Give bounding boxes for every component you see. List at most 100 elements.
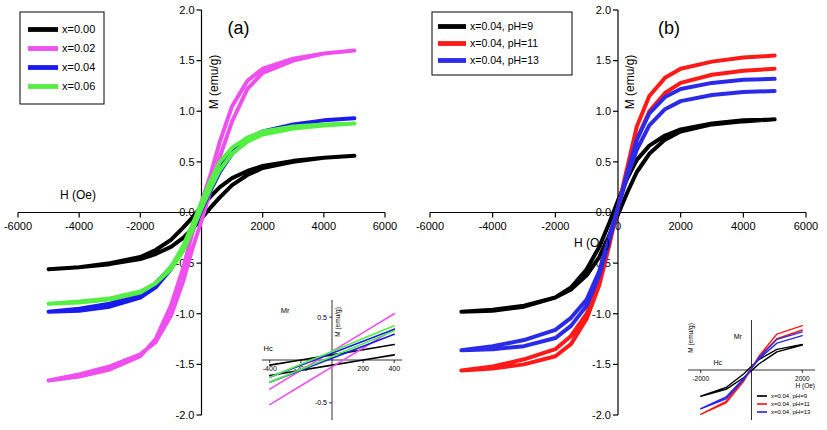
legend-swatch	[757, 395, 767, 397]
y-axis-label: M (emu/g)	[687, 323, 695, 353]
x-tick-label: 2000	[795, 375, 810, 382]
chart-panel: -6000-4000-200002000400060002.01.51.00.5…	[416, 4, 818, 421]
y-axis-label: M (emu/g)	[334, 307, 342, 337]
x-tick-label: 400	[388, 365, 400, 372]
figure: -6000 -4000 -2000 2000 4000 6000 2.0 1.5 1.0 0.5 0…	[0, 0, 827, 430]
x-tick	[700, 370, 701, 373]
y-tick-label: 1.5	[179, 54, 194, 66]
legend-swatch	[28, 84, 58, 89]
legend-label: x=0.06	[62, 80, 95, 92]
y-tick	[197, 60, 202, 61]
x-tick	[492, 213, 493, 218]
y-tick-label: 0.5	[596, 156, 611, 168]
y-tick-label: -1.0	[176, 308, 195, 320]
y-tick-label: 0.5	[317, 314, 327, 321]
x-tick	[743, 213, 744, 218]
chart-panel: -20002000H (Oe)M (emu/g)MrHcx=0.04, pH=9…	[687, 320, 815, 420]
legend-swatch	[28, 27, 58, 32]
legend: x=0.04, pH=9x=0.04, pH=11x=0.04, pH=13	[757, 393, 811, 415]
series-group	[270, 314, 394, 405]
y-tick-label: 2.0	[596, 4, 611, 16]
annotation: Hc	[713, 359, 722, 366]
annotation: Mr	[734, 333, 743, 340]
y-tick-label: -0.5	[315, 399, 327, 406]
legend-label: x=0.02	[62, 42, 95, 54]
hysteresis-loop	[49, 123, 355, 303]
x-tick-label: 2000	[250, 220, 274, 232]
y-tick-label: -2.0	[592, 409, 611, 421]
y-tick	[329, 402, 332, 403]
x-tick-label: 4000	[312, 220, 336, 232]
y-tick-label: -2.0	[176, 409, 195, 421]
y-tick-label: 0.5	[179, 156, 194, 168]
chart-panel: -6000-4000-20002000400060002.01.51.00.50…	[4, 4, 397, 421]
x-tick	[802, 370, 803, 373]
legend-swatch	[438, 58, 466, 63]
y-axis-label: M (emu/g)	[623, 55, 637, 110]
panel-label: (b)	[658, 18, 680, 38]
y-tick-label: 2.0	[179, 4, 194, 16]
y-axis	[332, 300, 333, 420]
y-tick	[197, 161, 202, 162]
x-tick-label: -4000	[479, 220, 507, 232]
x-tick-label: -2000	[692, 375, 709, 382]
hysteresis-loop	[270, 326, 394, 383]
y-tick	[613, 111, 618, 112]
y-tick	[613, 9, 618, 10]
x-tick	[17, 213, 18, 218]
y-tick	[197, 263, 202, 264]
legend-label: x=0.04, pH=13	[771, 409, 811, 415]
panel-label: (a)	[228, 18, 250, 38]
x-tick	[269, 360, 270, 363]
y-tick	[613, 263, 618, 264]
y-tick	[613, 161, 618, 162]
y-tick-label: -1.0	[592, 308, 611, 320]
y-tick	[613, 313, 618, 314]
y-tick	[329, 317, 332, 318]
hysteresis-loop	[701, 344, 803, 396]
annotation: Mr	[281, 306, 290, 315]
x-tick-label: 2000	[668, 220, 692, 232]
x-tick	[140, 213, 141, 218]
legend-swatch	[28, 46, 58, 51]
legend-label: x=0.04	[62, 61, 95, 73]
x-tick-label: -6000	[416, 220, 444, 232]
x-tick	[323, 213, 324, 218]
y-tick-label: 1.5	[596, 54, 611, 66]
x-tick	[680, 213, 681, 218]
x-tick-label: -4000	[65, 220, 93, 232]
x-tick-label: -6000	[4, 220, 32, 232]
x-tick-label: -2000	[126, 220, 154, 232]
legend-label: x=0.04, pH=9	[470, 20, 533, 32]
legend-box	[432, 12, 572, 75]
y-tick-label: 1.0	[596, 105, 611, 117]
hysteresis-loop	[49, 118, 355, 311]
y-tick-label: 1.0	[179, 105, 194, 117]
y-tick	[197, 414, 202, 415]
y-tick	[197, 111, 202, 112]
legend-label: x=0.00	[62, 23, 95, 35]
x-tick	[555, 213, 556, 218]
hysteresis-loop	[461, 79, 774, 350]
hysteresis-loop	[270, 314, 394, 405]
x-axis-label: H (Oe)	[574, 236, 610, 250]
legend-label: x=0.04, pH=13	[470, 54, 539, 66]
y-tick	[197, 313, 202, 314]
y-tick-label: -1.5	[176, 358, 195, 370]
y-tick-label: -1.5	[592, 358, 611, 370]
x-tick-label: -2000	[541, 220, 569, 232]
legend: x=0.00 x=0.02 x=0.04 x=0.06	[20, 12, 104, 104]
hysteresis-loop	[270, 345, 394, 376]
x-tick-label: 200	[357, 365, 369, 372]
x-tick	[429, 213, 430, 218]
legend-swatch	[438, 24, 466, 29]
series-group	[461, 56, 774, 371]
page: {"chart_data": [ {"type": "line", "title…	[0, 0, 827, 430]
x-axis-label: H (Oe)	[60, 188, 96, 202]
legend-swatch	[28, 65, 58, 70]
x-tick-label: 6000	[794, 220, 818, 232]
y-tick-label: 0.0	[596, 206, 611, 218]
x-tick	[79, 213, 80, 218]
legend: x=0.04, pH=9x=0.04, pH=11x=0.04, pH=13	[432, 12, 572, 75]
legend-swatch	[757, 411, 767, 413]
